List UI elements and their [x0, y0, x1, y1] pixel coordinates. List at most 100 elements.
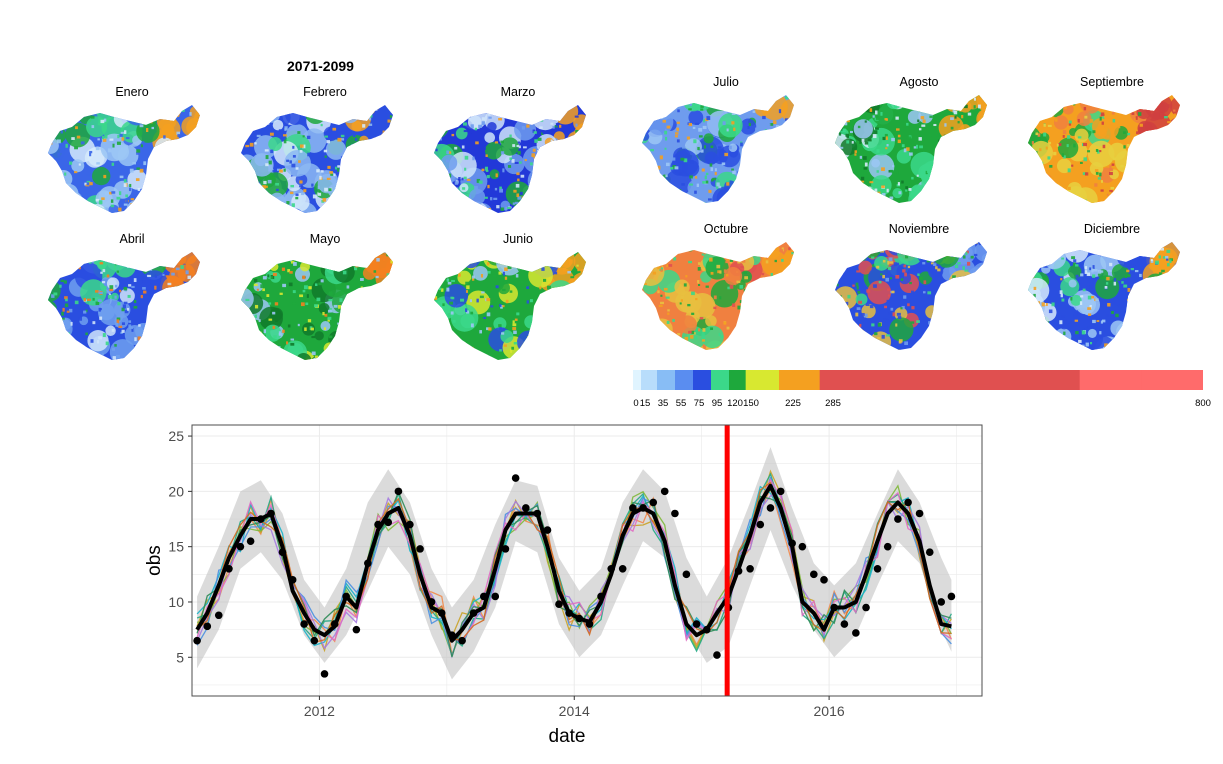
- observed-point: [469, 609, 478, 617]
- colorbar-swatch: [635, 370, 638, 390]
- colorbar-swatch: [696, 370, 700, 390]
- observed-point: [840, 620, 849, 628]
- colorbar-swatch: [779, 370, 787, 390]
- colorbar-swatch: [639, 370, 642, 390]
- colorbar-swatch: [660, 370, 664, 390]
- map-month-label: Septiembre: [1080, 75, 1144, 89]
- colorbar-swatch: [648, 370, 652, 390]
- y-tick-label: 20: [168, 483, 184, 499]
- observed-point: [649, 498, 658, 507]
- map-image: [48, 252, 200, 360]
- observed-point: [320, 670, 329, 678]
- observed-point: [214, 611, 223, 620]
- x-tick-label: 2016: [814, 703, 845, 719]
- map-image: [434, 252, 586, 360]
- y-tick-label: 5: [176, 649, 184, 665]
- map-month-label: Agosto: [899, 75, 939, 89]
- colorbar-swatch: [723, 370, 727, 390]
- colorbar-tick-label: 15: [639, 398, 651, 409]
- map-image: [1028, 242, 1180, 350]
- observed-point: [585, 620, 594, 628]
- observed-point: [682, 570, 691, 579]
- colorbar-swatch: [745, 370, 749, 390]
- colorbar-swatch: [740, 370, 744, 390]
- observed-point: [639, 504, 647, 512]
- colorbar: [633, 370, 1203, 390]
- observed-point: [416, 545, 424, 553]
- map-month-label: Febrero: [303, 85, 347, 99]
- map-month-label: Julio: [713, 75, 739, 89]
- colorbar-swatch: [645, 370, 649, 390]
- observed-point: [364, 559, 372, 568]
- observed-point: [565, 609, 573, 617]
- observed-point: [427, 598, 436, 606]
- colorbar-swatch: [737, 370, 741, 390]
- observed-point: [575, 614, 584, 623]
- colorbar-swatch: [726, 370, 730, 390]
- colorbar-tick-label: 75: [693, 398, 705, 409]
- map-panel-junio: Junio: [428, 232, 608, 382]
- observed-point: [330, 620, 339, 628]
- y-tick-label: 15: [168, 539, 184, 555]
- map-image: [642, 242, 794, 350]
- observed-point: [458, 636, 466, 645]
- observed-point: [257, 515, 265, 523]
- observed-point: [448, 631, 456, 639]
- colorbar-swatch: [786, 370, 794, 390]
- colorbar-swatch: [711, 370, 715, 390]
- colorbar-swatch: [732, 370, 736, 390]
- colorbar-swatch: [675, 370, 679, 390]
- map-image: [48, 105, 200, 213]
- colorbar-tick-label: 225: [785, 398, 801, 409]
- observed-point: [660, 487, 669, 496]
- map-image: [835, 242, 987, 350]
- x-tick-label: 2014: [559, 703, 590, 719]
- observed-point: [555, 600, 563, 608]
- colorbar-swatch: [833, 370, 896, 390]
- colorbar-swatch: [956, 370, 1019, 390]
- observed-point: [756, 520, 765, 529]
- observed-point: [522, 504, 530, 512]
- colorbar-swatch: [743, 370, 747, 390]
- map-panel-enero: Enero: [42, 85, 222, 235]
- time-series-chart: 5 10 15 20 25 2012 2014 2016 date obs: [144, 424, 983, 747]
- map-month-label: Abril: [119, 232, 145, 246]
- observed-point: [766, 504, 775, 512]
- colorbar-swatch: [702, 370, 706, 390]
- observed-point: [384, 518, 393, 527]
- colorbar-swatch: [654, 370, 658, 390]
- observed-point: [394, 487, 403, 496]
- colorbar-swatch: [765, 370, 773, 390]
- observed-point: [937, 598, 946, 606]
- colorbar-swatch: [819, 370, 827, 390]
- observed-point: [236, 542, 245, 551]
- observed-point: [246, 537, 255, 545]
- observed-point: [288, 576, 297, 584]
- observed-point: [543, 526, 552, 534]
- observed-point: [300, 620, 308, 628]
- colorbar-swatch: [1018, 370, 1081, 390]
- observed-point: [533, 509, 542, 518]
- colorbar-swatch: [666, 370, 670, 390]
- y-tick-label: 10: [168, 594, 184, 610]
- x-tick-label: 2012: [304, 703, 335, 719]
- map-month-label: Octubre: [703, 222, 749, 236]
- colorbar-swatch: [637, 370, 640, 390]
- observed-point: [820, 576, 828, 584]
- colorbar-swatch: [826, 370, 834, 390]
- colorbar-swatch: [772, 370, 780, 390]
- colorbar-tick-label: 35: [657, 398, 669, 409]
- x-axis-label: date: [549, 726, 586, 747]
- colorbar-swatch: [687, 370, 691, 390]
- colorbar-swatch: [651, 370, 655, 390]
- colorbar-swatch: [681, 370, 685, 390]
- observed-point: [342, 592, 350, 601]
- colorbar-swatch: [699, 370, 703, 390]
- ensemble-line: [196, 490, 952, 658]
- observed-point: [193, 636, 201, 645]
- observed-point: [491, 592, 500, 601]
- map-image: [241, 252, 393, 360]
- map-image: [642, 95, 794, 203]
- colorbar-tick-label: 120: [727, 398, 743, 409]
- colorbar-swatch: [751, 370, 759, 390]
